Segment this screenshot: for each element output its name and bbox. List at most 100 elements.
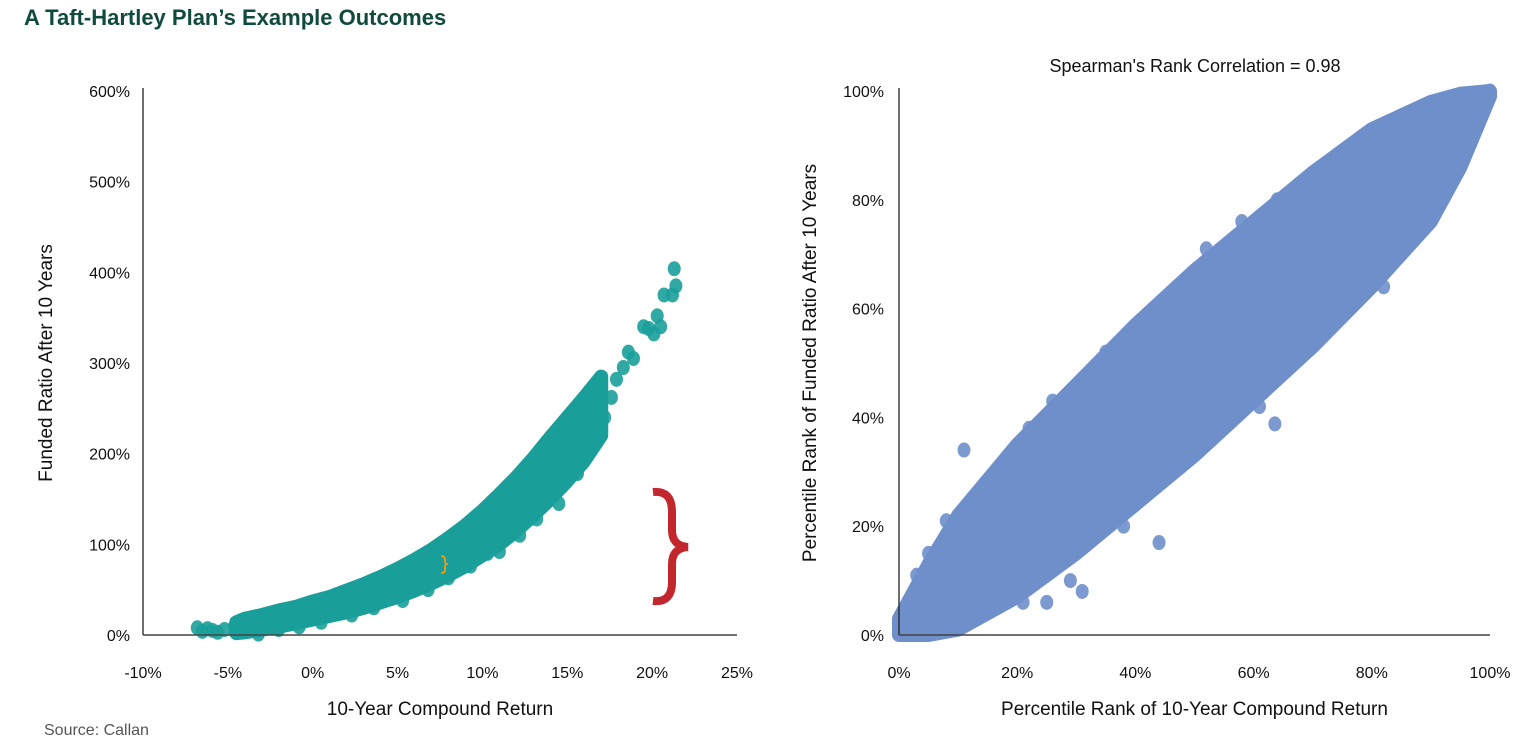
data-point [1341,148,1355,164]
data-point [481,545,495,561]
data-point [411,554,425,570]
data-point [1306,246,1320,262]
data-point [552,496,566,512]
x-tick-label: 15% [551,665,583,682]
data-point [581,400,595,416]
data-point [998,464,1012,480]
data-point [939,513,953,529]
y-tick-label: 80% [852,193,884,210]
data-point [217,622,231,638]
data-point [1063,573,1077,589]
data-point [1158,464,1172,480]
x-tick-label: 25% [721,665,753,682]
data-point [1022,420,1036,436]
percentile-rank-scatter-chart: 0% 20% 40% 60% 80% 100% 0% 20% 40% 60% 80% 100% Perc… [800,56,1510,720]
data-point [1353,192,1367,208]
point-cloud-band [229,369,609,641]
data-point [1117,518,1131,534]
data-point [1235,214,1249,230]
data-point [1099,344,1113,360]
data-point [1436,99,1450,115]
data-point [669,278,683,294]
y-axis-label: Funded Ratio After 10 Years [36,244,57,482]
data-point [464,558,478,574]
y-tick-label: 40% [852,410,884,427]
data-point [360,580,374,596]
y-tick-label: 20% [852,519,884,536]
data-point [1140,311,1154,327]
y-tick-label: 500% [89,175,130,192]
data-point [513,527,527,543]
x-tick-label: 40% [1119,665,1151,682]
data-point [616,360,630,376]
x-tick-label: 10% [466,665,498,682]
data-point [1268,416,1282,432]
y-tick-label: 100% [843,84,884,101]
data-point [251,626,265,642]
data-point [1400,159,1414,175]
funded-ratio-scatter-chart: -10% -5% 0% 5% 10% 15% 20% 25% 0% 100% 200% 300% 400… [36,84,753,720]
data-point [1046,393,1060,409]
data-point [1483,83,1497,99]
data-point [1270,192,1284,208]
y-tick-label: 100% [89,537,130,554]
x-tick-label: 0% [887,665,910,682]
data-point [1152,535,1166,551]
data-point [367,600,381,616]
data-point [1087,409,1101,425]
data-point [591,382,605,398]
data-point [904,605,918,621]
data-point [1388,127,1402,143]
data-point [564,423,578,439]
data-point [1412,110,1426,126]
x-axis-label: Percentile Rank of 10-Year Compound Retu… [1001,699,1388,720]
source-note: Source: Callan [44,722,149,739]
data-point [1318,159,1332,175]
data-point [331,591,345,607]
data-point [307,597,321,613]
data-point [1016,594,1030,610]
chart-title: Spearman's Rank Correlation = 0.98 [1049,56,1340,76]
data-point [1377,279,1391,295]
y-tick-label: 300% [89,356,130,373]
y-axis-label: Percentile Rank of Funded Ratio After 10… [800,164,821,562]
data-point [598,409,612,425]
data-point [523,468,537,484]
data-point [1253,399,1267,415]
data-point [667,261,681,277]
data-point [922,545,936,561]
data-point [441,570,455,586]
data-point [492,544,506,560]
x-tick-label: 5% [386,665,409,682]
data-point [285,603,299,619]
data-point [610,371,624,387]
data-point [570,466,584,482]
y-tick-label: 0% [107,628,130,645]
data-point [895,624,909,640]
data-point [1294,181,1308,197]
data-point [1359,143,1373,159]
orange-brace-annotation [440,555,449,574]
data-point [1188,409,1201,425]
x-tick-label: 0% [301,665,324,682]
data-point [1282,301,1296,317]
data-point [626,350,640,366]
page-title: A Taft-Hartley Plan’s Example Outcomes [24,5,447,30]
data-point [957,442,971,458]
data-point [963,583,977,599]
data-point [981,475,995,491]
point-cloud-band [892,84,1497,642]
data-point [1199,241,1213,257]
data-point [1329,224,1343,240]
data-point [499,491,513,507]
data-point [260,611,274,627]
data-point [1040,594,1054,610]
data-point [1211,382,1225,398]
data-point [1128,496,1142,512]
y-tick-label: 0% [861,628,884,645]
data-point [1075,583,1089,599]
data-point [650,308,664,324]
x-axis-label: 10-Year Compound Return [327,699,553,720]
x-tick-label: -10% [124,665,161,682]
